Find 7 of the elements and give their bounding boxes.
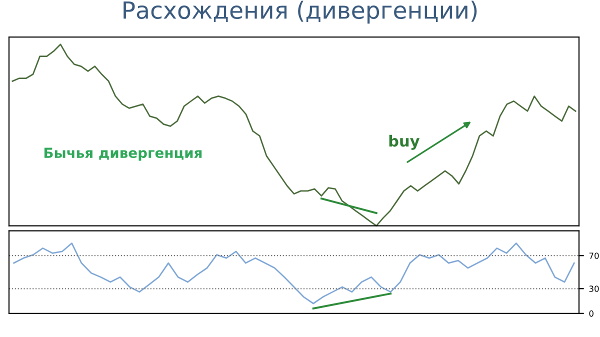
y-tick-label: 0 (589, 310, 594, 317)
chart-title: Расхождения (дивергенции) (124, 0, 477, 24)
line-series (13, 242, 575, 304)
y-tick-label: 70 (589, 252, 599, 259)
annotation: buy (389, 134, 420, 150)
y-tick-label: 30 (589, 286, 599, 292)
annotation: Бычья дивергенция (44, 148, 202, 161)
